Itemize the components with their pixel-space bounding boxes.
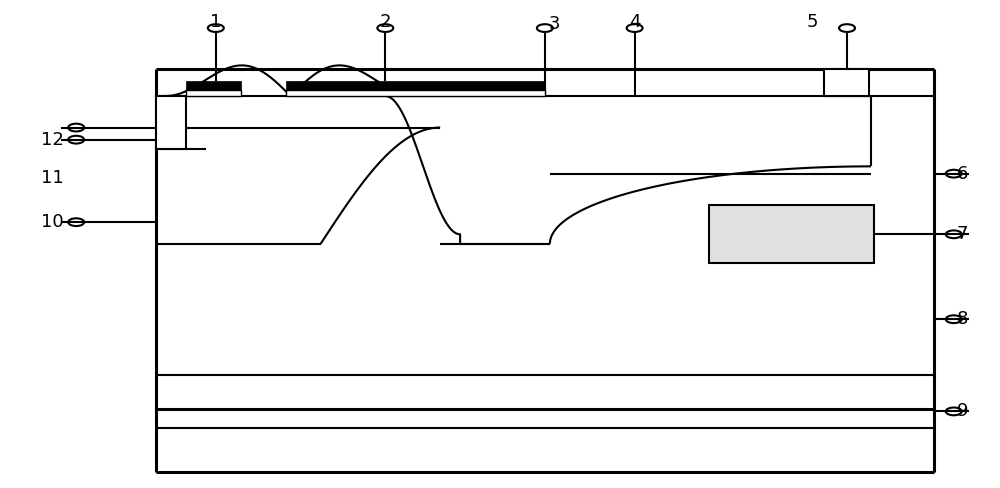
Bar	[156, 96, 186, 149]
Bar	[709, 205, 874, 264]
Text: 12: 12	[41, 131, 64, 149]
Text: 2: 2	[380, 13, 391, 31]
Text: 4: 4	[629, 13, 640, 31]
Text: 8: 8	[957, 310, 968, 328]
Bar	[824, 69, 869, 96]
Text: 9: 9	[957, 403, 968, 420]
Text: 6: 6	[957, 164, 968, 183]
Bar	[186, 81, 241, 90]
Text: 3: 3	[549, 15, 561, 33]
Text: 5: 5	[806, 13, 818, 31]
Text: 1: 1	[210, 13, 221, 31]
Bar	[286, 81, 545, 90]
Text: 11: 11	[41, 169, 64, 187]
Bar	[286, 90, 545, 96]
Bar	[186, 90, 241, 96]
Text: 10: 10	[41, 213, 64, 231]
Text: 7: 7	[957, 225, 968, 244]
